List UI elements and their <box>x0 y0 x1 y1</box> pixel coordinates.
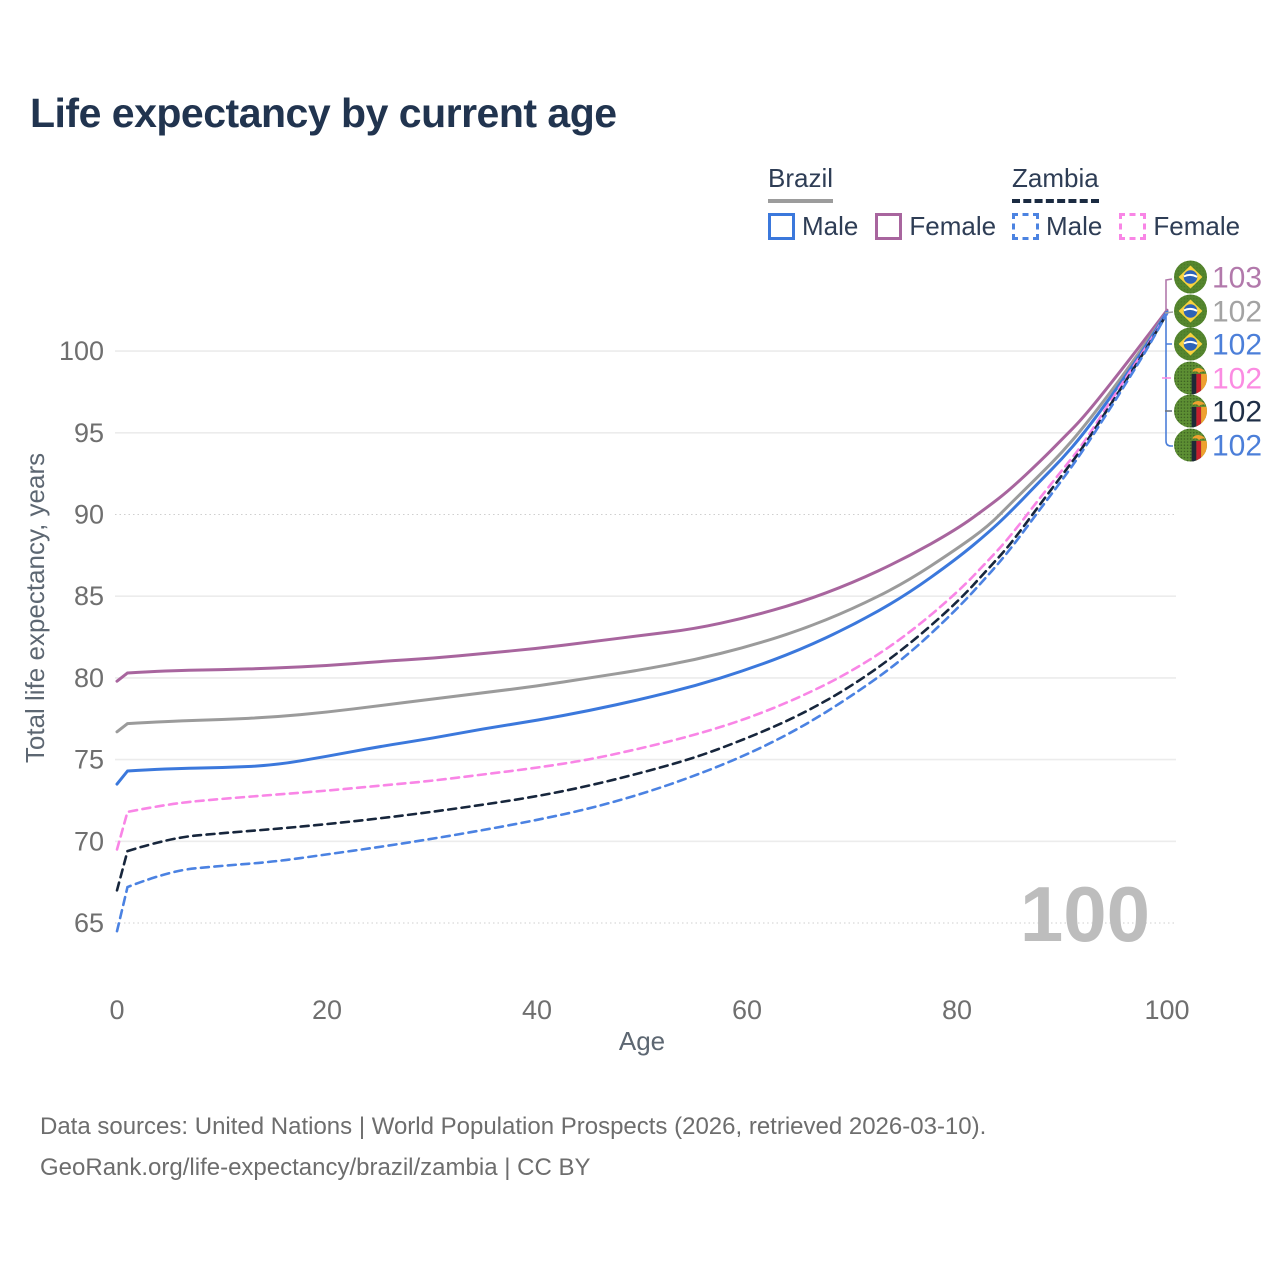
y-tick-label-95: 95 <box>74 418 104 448</box>
end-value-zambia-both: 102 <box>1212 396 1262 429</box>
legend-title-brazil[interactable]: Brazil <box>768 163 834 203</box>
footer-attribution-link[interactable]: GeoRank.org/life-expectancy/brazil/zambi… <box>40 1154 591 1181</box>
end-label-leader-2 <box>1165 317 1173 447</box>
legend-item-zambia-female[interactable]: Female <box>1119 211 1240 242</box>
zambia-male-swatch-icon <box>1012 213 1039 240</box>
series-line-brazil-female[interactable] <box>115 308 1169 683</box>
footer: Data sources: United Nations | World Pop… <box>40 1106 986 1188</box>
y-axis-label: Total life expectancy, years <box>20 453 50 763</box>
legend-item-brazil-female[interactable]: Female <box>875 211 996 242</box>
legend-group-zambia: Zambia Male Female <box>1012 163 1240 242</box>
y-tick-label-75: 75 <box>74 745 104 775</box>
y-tick-label-85: 85 <box>74 581 104 611</box>
x-tick-label-20: 20 <box>312 995 342 1025</box>
brazil-flag-icon <box>1174 328 1207 361</box>
legend-item-zambia-male[interactable]: Male <box>1012 211 1102 242</box>
legend-title-zambia[interactable]: Zambia <box>1012 163 1099 203</box>
brazil-flag-icon <box>1174 261 1207 294</box>
end-label-leader-0 <box>1165 278 1173 311</box>
end-value-brazil-male: 102 <box>1212 329 1262 362</box>
brazil-male-swatch-icon <box>768 213 795 240</box>
series-line-brazil-male[interactable] <box>115 310 1169 786</box>
series-line-brazil-both[interactable] <box>115 310 1169 734</box>
y-tick-label-80: 80 <box>74 663 104 693</box>
brazil-female-swatch-icon <box>875 213 903 240</box>
y-tick-label-70: 70 <box>74 826 104 856</box>
end-value-zambia-male: 102 <box>1212 430 1262 463</box>
page-title: Life expectancy by current age <box>30 90 617 136</box>
hover-age-watermark: 100 <box>1020 870 1150 958</box>
brazil-flag-icon <box>1174 295 1207 328</box>
legend-group-brazil: Brazil Male Female <box>768 163 996 242</box>
zambia-flag-icon <box>1174 395 1207 428</box>
x-tick-label-80: 80 <box>942 995 972 1025</box>
series-line-zambia-male[interactable] <box>115 312 1169 933</box>
x-axis-label: Age <box>619 1026 665 1056</box>
x-tick-label-0: 0 <box>109 995 124 1025</box>
series-line-zambia-both[interactable] <box>115 312 1169 892</box>
end-label-leader-1 <box>1164 311 1174 314</box>
zambia-flag-icon <box>1174 362 1207 395</box>
zambia-female-swatch-icon <box>1119 213 1147 240</box>
series-line-zambia-female[interactable] <box>115 312 1169 851</box>
y-tick-label-90: 90 <box>74 500 104 530</box>
x-tick-label-60: 60 <box>732 995 762 1025</box>
end-value-brazil-both: 102 <box>1212 296 1262 329</box>
legend-item-brazil-male[interactable]: Male <box>768 211 858 242</box>
x-tick-label-40: 40 <box>522 995 552 1025</box>
footer-data-sources: Data sources: United Nations | World Pop… <box>40 1113 987 1140</box>
x-tick-label-100: 100 <box>1144 995 1189 1025</box>
end-value-brazil-female: 103 <box>1212 262 1262 295</box>
zambia-flag-icon <box>1174 429 1207 462</box>
end-value-zambia-female: 102 <box>1212 363 1262 396</box>
y-tick-label-100: 100 <box>59 336 104 366</box>
y-tick-label-65: 65 <box>74 908 104 938</box>
